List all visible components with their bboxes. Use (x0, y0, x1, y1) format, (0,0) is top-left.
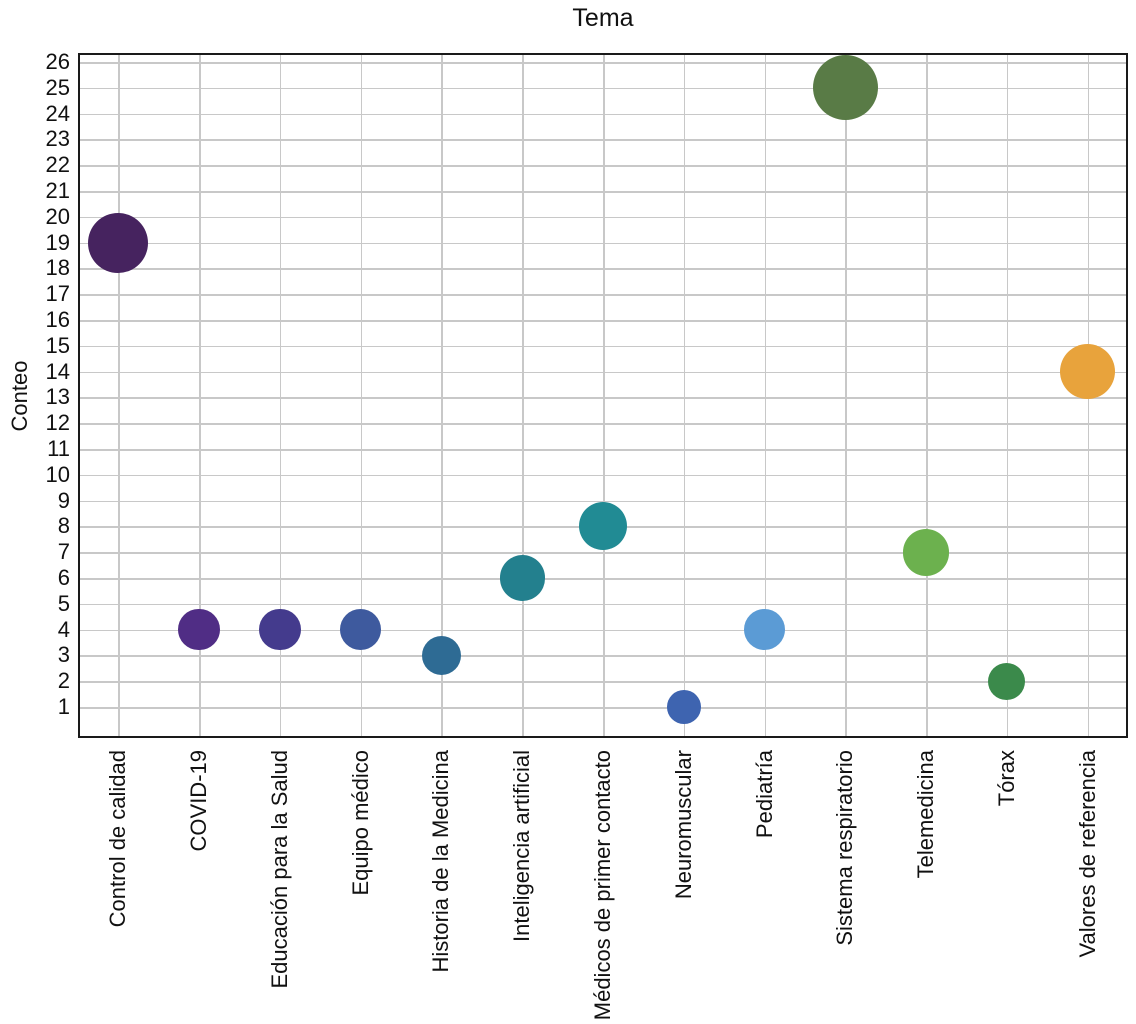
x-tick-label-covid-19: COVID-19 (186, 750, 212, 852)
x-tick-label-equipo-medico: Equipo médico (347, 750, 373, 896)
y-tick-label-12: 12 (45, 410, 70, 436)
x-tick-label-torax: Tórax (993, 750, 1019, 807)
x-tick-label-historia-de-la-medicina: Historia de la Medicina (428, 750, 454, 973)
data-point-historia-de-la-medicina (421, 635, 462, 676)
chart-title: Tema (572, 4, 634, 32)
data-point-inteligencia-artificial (499, 555, 545, 601)
gridline-x-torax (1006, 53, 1009, 738)
y-tick-label-6: 6 (57, 565, 70, 590)
y-tick-label-20: 20 (45, 203, 70, 229)
y-tick-label-21: 21 (45, 178, 70, 203)
gridline-x-telemedicina (926, 53, 928, 738)
data-point-equipo-medico (339, 608, 382, 651)
gridline-x-historia-de-la-medicina (441, 53, 443, 738)
y-tick-label-7: 7 (57, 539, 70, 565)
gridline-x-sistema-respiratorio (845, 53, 847, 738)
gridline-x-control-de-calidad (118, 53, 120, 738)
y-tick-label-1: 1 (57, 694, 70, 719)
gridline-x-medicos-de-primer-contacto (603, 53, 605, 738)
y-tick-label-14: 14 (45, 358, 70, 384)
data-point-covid-19 (178, 608, 220, 651)
x-tick-label-telemedicina: Telemedicina (913, 750, 939, 879)
y-tick-label-9: 9 (57, 487, 70, 513)
plot-area (78, 53, 1128, 738)
data-point-educacion-para-la-salud (259, 608, 301, 651)
x-tick-label-medicos-de-primer-contacto: Médicos de primer contacto (590, 750, 615, 1021)
gridline-x-pediatria (764, 53, 767, 738)
x-tick-label-valores-de-referencia: Valores de referencia (1074, 750, 1100, 958)
y-tick-label-8: 8 (57, 513, 70, 539)
data-point-control-de-calidad (88, 212, 149, 273)
y-tick-label-26: 26 (45, 49, 70, 74)
data-point-sistema-respiratorio (812, 55, 878, 121)
gridline-x-inteligencia-artificial (522, 53, 524, 738)
y-tick-label-19: 19 (45, 229, 70, 255)
x-tick-label-pediatria: Pediatría (751, 750, 777, 839)
data-point-neuromuscular (666, 690, 701, 724)
y-axis-title: Conteo (7, 360, 32, 432)
y-tick-label-15: 15 (45, 332, 70, 358)
x-tick-label-control-de-calidad: Control de calidad (105, 750, 131, 928)
x-tick-label-sistema-respiratorio: Sistema respiratorio (832, 750, 858, 946)
x-tick-label-educacion-para-la-salud: Educación para la Salud (266, 750, 292, 989)
y-tick-label-24: 24 (45, 100, 70, 126)
gridline-x-equipo-medico (360, 53, 363, 738)
y-tick-label-25: 25 (45, 74, 70, 100)
data-point-valores-de-referencia (1060, 344, 1116, 400)
y-tick-label-3: 3 (57, 642, 70, 668)
y-tick-label-22: 22 (45, 152, 70, 178)
data-point-pediatria (743, 608, 786, 651)
y-tick-label-10: 10 (45, 461, 70, 487)
x-tick-label-inteligencia-artificial: Inteligencia artificial (509, 750, 535, 942)
y-tick-label-13: 13 (45, 384, 70, 410)
x-tick-label-neuromuscular: Neuromuscular (670, 750, 696, 900)
data-point-torax (988, 662, 1026, 700)
y-tick-label-16: 16 (45, 307, 70, 332)
y-tick-label-2: 2 (57, 668, 70, 694)
gridline-x-covid-19 (199, 53, 201, 738)
gridline-x-neuromuscular (683, 53, 686, 738)
data-point-telemedicina (902, 528, 950, 576)
y-tick-label-18: 18 (45, 255, 70, 281)
y-tick-label-23: 23 (45, 126, 70, 152)
data-point-medicos-de-primer-contacto (578, 502, 628, 551)
y-tick-label-11: 11 (47, 436, 70, 461)
y-tick-label-17: 17 (45, 281, 70, 307)
gridline-x-educacion-para-la-salud (279, 53, 282, 738)
y-tick-label-5: 5 (57, 590, 70, 616)
y-tick-label-4: 4 (57, 616, 70, 642)
